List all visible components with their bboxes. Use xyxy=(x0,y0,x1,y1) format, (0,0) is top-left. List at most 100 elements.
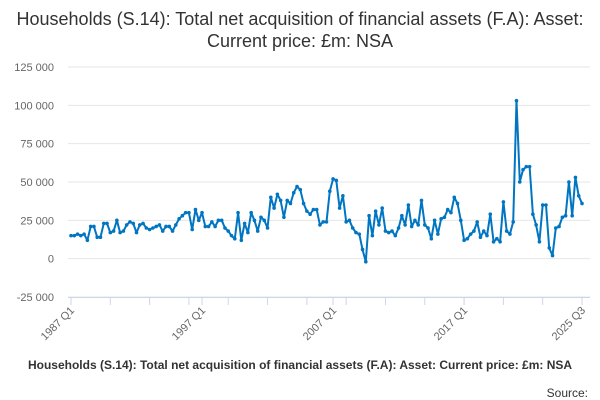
footer-source-label: Source: xyxy=(546,386,588,400)
data-point xyxy=(514,98,519,103)
data-point xyxy=(298,187,303,192)
data-point xyxy=(445,207,450,212)
data-point xyxy=(232,236,237,241)
data-point xyxy=(465,236,470,241)
data-point xyxy=(439,217,443,221)
y-tick-label: 75 000 xyxy=(20,139,54,151)
data-point xyxy=(183,210,188,215)
data-point xyxy=(324,220,329,224)
data-point xyxy=(88,224,93,229)
data-point xyxy=(416,223,421,227)
data-point xyxy=(485,233,489,238)
data-point xyxy=(180,213,185,218)
data-point xyxy=(580,201,584,206)
data-point xyxy=(196,218,201,223)
y-tick-label: 100 000 xyxy=(14,100,54,112)
x-tick-label: 1987 Q1 xyxy=(39,305,77,343)
data-point xyxy=(111,229,116,233)
data-point xyxy=(269,195,273,200)
data-point xyxy=(249,210,253,215)
data-point xyxy=(223,226,227,230)
data-point xyxy=(314,207,319,212)
data-point xyxy=(262,218,267,223)
data-point xyxy=(190,227,194,232)
footer-series-label: Households (S.14): Total net acquisition… xyxy=(27,358,573,372)
data-point xyxy=(101,221,106,226)
data-point xyxy=(567,180,571,184)
x-tick-label: 2025 Q3 xyxy=(550,305,588,343)
data-point xyxy=(239,238,244,243)
data-point xyxy=(498,240,502,244)
y-tick-label: 25 000 xyxy=(20,215,54,227)
data-point xyxy=(334,178,339,183)
data-point xyxy=(442,215,447,220)
data-point xyxy=(468,232,473,236)
data-point xyxy=(364,259,368,264)
data-point xyxy=(455,201,460,206)
data-point xyxy=(219,218,224,223)
data-point xyxy=(406,203,411,207)
data-point xyxy=(288,201,293,206)
data-point xyxy=(347,218,352,223)
data-point xyxy=(370,233,375,238)
data-point xyxy=(337,206,342,210)
data-point xyxy=(108,230,113,235)
data-point xyxy=(210,220,214,224)
data-point xyxy=(537,240,542,244)
data-point xyxy=(216,218,221,223)
data-point xyxy=(128,220,132,224)
data-point xyxy=(534,223,538,227)
data-point xyxy=(508,232,512,236)
data-point xyxy=(400,213,404,218)
chart-title: Households (S.14): Total net acquisition… xyxy=(16,9,584,51)
data-point xyxy=(285,198,289,203)
data-point xyxy=(396,226,401,230)
data-point xyxy=(472,229,476,233)
data-point xyxy=(419,198,424,203)
gridlines xyxy=(68,66,590,298)
data-point xyxy=(282,215,286,220)
x-tick-label: 2017 Q1 xyxy=(432,305,470,343)
series-line-path xyxy=(71,99,583,263)
data-point xyxy=(295,184,299,189)
data-point xyxy=(291,190,296,195)
data-point xyxy=(544,203,548,207)
data-point xyxy=(488,212,493,216)
data-point xyxy=(413,218,417,223)
data-point xyxy=(121,229,126,233)
data-point xyxy=(95,235,100,239)
data-point xyxy=(98,235,103,239)
data-point xyxy=(367,213,371,218)
data-point xyxy=(160,229,165,233)
data-point xyxy=(462,238,466,243)
data-point xyxy=(147,227,152,232)
data-point xyxy=(553,226,558,230)
data-point xyxy=(85,238,90,243)
data-point xyxy=(341,194,345,198)
data-point xyxy=(75,232,80,236)
data-point xyxy=(236,210,240,215)
data-point xyxy=(151,226,155,230)
data-point xyxy=(531,212,535,216)
data-point xyxy=(390,229,394,233)
data-point xyxy=(174,223,178,227)
data-point xyxy=(436,232,440,236)
data-point xyxy=(354,230,358,235)
data-point xyxy=(213,224,217,229)
data-point xyxy=(242,221,247,226)
data-point xyxy=(255,229,260,233)
data-point xyxy=(429,236,434,241)
data-point xyxy=(550,253,555,258)
data-point xyxy=(265,226,270,230)
data-point xyxy=(521,167,525,172)
data-point xyxy=(272,206,276,210)
data-point xyxy=(82,232,86,236)
data-point xyxy=(557,224,561,229)
data-point xyxy=(318,223,322,227)
data-point xyxy=(344,220,348,224)
data-point xyxy=(409,224,414,229)
data-point xyxy=(124,223,129,227)
data-point xyxy=(360,247,365,252)
data-point xyxy=(331,177,335,181)
data-point xyxy=(141,221,145,226)
